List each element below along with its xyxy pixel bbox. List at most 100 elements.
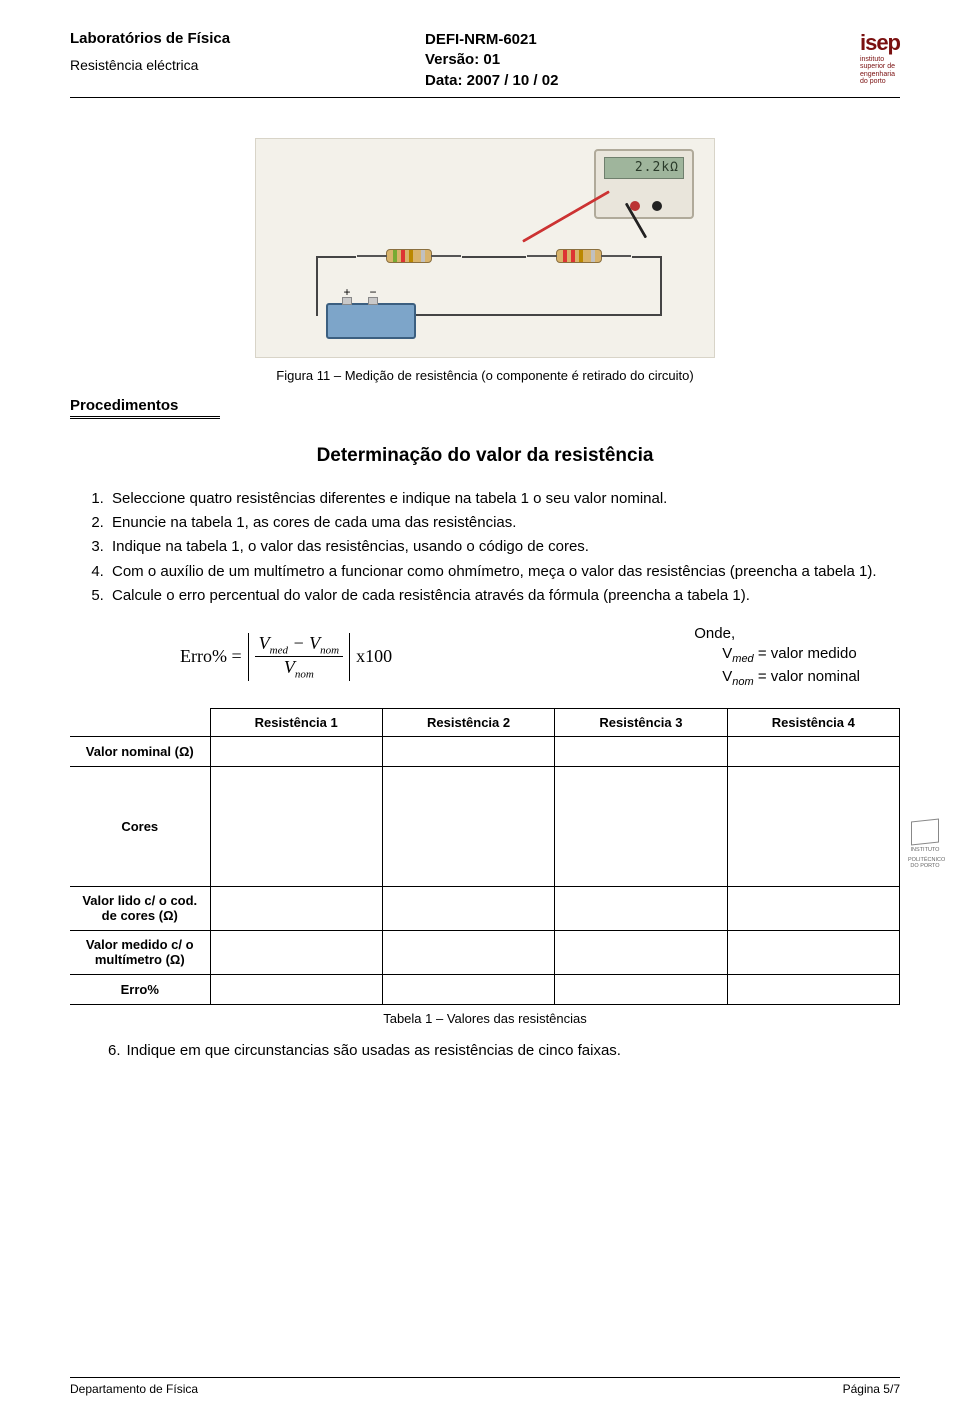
resistance-table: Resistência 1 Resistência 2 Resistência … [70,708,900,1005]
header-code: DEFI-NRM-6021 [425,30,760,50]
row-header-lido: Valor lido c/ o cod. de cores (Ω) [70,886,210,930]
formula-times: x100 [356,646,392,667]
table-cell [210,736,382,766]
header-version: Versão: 01 [425,50,760,70]
formula-num-b: V [309,633,320,653]
wire-segment-icon [316,256,318,316]
table-cell [382,974,554,1004]
logo-sub-1: instituto [860,56,900,63]
logo-sub-4: do porto [860,78,900,85]
step-5: Calcule o erro percentual do valor de ca… [108,586,900,606]
step-4: Com o auxílio de um multímetro a funcion… [108,562,900,582]
col-header-1: Resistência 1 [210,708,382,736]
resistor-right-icon [556,249,602,263]
figure-circuit: 2.2kΩ + − [255,138,715,358]
header-subtitle: Resistência eléctrica [70,57,405,73]
table-cell [555,766,727,886]
row-header-medido: Valor medido c/ o multímetro (Ω) [70,930,210,974]
table-cell [727,766,899,886]
logo-main-text: isep [860,30,900,56]
col-header-3: Resistência 3 [555,708,727,736]
wire-segment-icon [660,256,662,316]
onde-vmed-desc: = valor medido [754,645,857,662]
table-cell [727,886,899,930]
error-formula: Erro% = Vmed − Vnom Vnom x100 [180,633,392,681]
section-title: Determinação do valor da resistência [70,445,900,467]
table-cell [382,766,554,886]
step-6-number: 6. [108,1042,121,1059]
multimeter-port-black [652,201,662,211]
formula-row: Erro% = Vmed − Vnom Vnom x100 Onde, Vmed… [180,624,860,690]
row-header-erro: Erro% [70,974,210,1004]
footer-right: Página 5/7 [843,1382,900,1396]
onde-vmed: V [722,645,732,662]
step-3: Indique na tabela 1, o valor das resistê… [108,537,900,557]
figure-caption: Figura 11 – Medição de resistência (o co… [70,368,900,383]
table-cell [555,736,727,766]
table-cell [727,736,899,766]
wire-segment-icon [632,256,662,258]
formula-label: Erro% = [180,646,242,667]
step-6: 6. Indique em que circunstancias são usa… [108,1042,900,1059]
formula-den-sub: nom [295,669,314,681]
battery-minus-label: − [368,285,378,299]
row-header-cores: Cores [70,766,210,886]
steps-list: Seleccione quatro resistências diferente… [108,489,900,606]
side-institute-logo: INSTITUTO POLITÉCNICO DO PORTO [908,820,942,869]
onde-vnom-sub: nom [732,676,753,688]
formula-minus: − [292,633,304,653]
logo-sub-2: superior de [860,63,900,70]
table-cell [382,736,554,766]
onde-vnom-desc: = valor nominal [754,668,860,685]
onde-vmed-sub: med [732,653,753,665]
header-logo: isep instituto superior de engenharia do… [780,30,900,88]
onde-block: Onde, Vmed = valor medido Vnom = valor n… [694,624,860,690]
table-cell [210,766,382,886]
formula-fraction: Vmed − Vnom Vnom [248,633,350,681]
side-logo-line2: POLITÉCNICO DO PORTO [908,858,942,870]
formula-den: V [284,657,295,677]
cube-icon [911,819,939,846]
onde-title: Onde, [694,624,860,644]
resistor-left-icon [386,249,432,263]
procedures-heading-rule [70,416,220,419]
header-rule [70,97,900,98]
formula-num-a: V [259,633,270,653]
wire-segment-icon [416,314,662,316]
header-title: Laboratórios de Física [70,30,405,47]
document-header: Laboratórios de Física Resistência eléct… [70,30,900,91]
row-header-nominal: Valor nominal (Ω) [70,736,210,766]
table-cell [210,974,382,1004]
multimeter-icon: 2.2kΩ [594,149,694,219]
page-footer: Departamento de Física Página 5/7 [70,1377,900,1396]
logo-sub-3: engenharia [860,71,900,78]
step-2: Enuncie na tabela 1, as cores de cada um… [108,513,900,533]
wire-segment-icon [316,256,356,258]
battery-plus-label: + [342,285,352,299]
header-date: Data: 2007 / 10 / 02 [425,71,760,91]
side-logo-line1: INSTITUTO [908,848,942,854]
header-mid: DEFI-NRM-6021 Versão: 01 Data: 2007 / 10… [425,30,760,91]
step-1: Seleccione quatro resistências diferente… [108,489,900,509]
col-header-4: Resistência 4 [727,708,899,736]
table-caption: Tabela 1 – Valores das resistências [70,1011,900,1026]
table-cell [555,974,727,1004]
table-cell [210,886,382,930]
table-cell [727,930,899,974]
table-cell [555,930,727,974]
multimeter-reading: 2.2kΩ [604,157,684,179]
formula-num-a-sub: med [270,644,288,656]
step-6-text: Indique em que circunstancias são usadas… [127,1042,621,1059]
footer-left: Departamento de Física [70,1382,198,1396]
onde-vnom: V [722,668,732,685]
formula-num-b-sub: nom [320,644,339,656]
table-cell [727,974,899,1004]
table-cell [382,886,554,930]
battery-icon: + − [326,303,416,339]
procedures-heading: Procedimentos [70,397,900,414]
wire-segment-icon [462,256,526,258]
header-left: Laboratórios de Física Resistência eléct… [70,30,405,73]
table-cell [210,930,382,974]
col-header-2: Resistência 2 [382,708,554,736]
table-cell [382,930,554,974]
